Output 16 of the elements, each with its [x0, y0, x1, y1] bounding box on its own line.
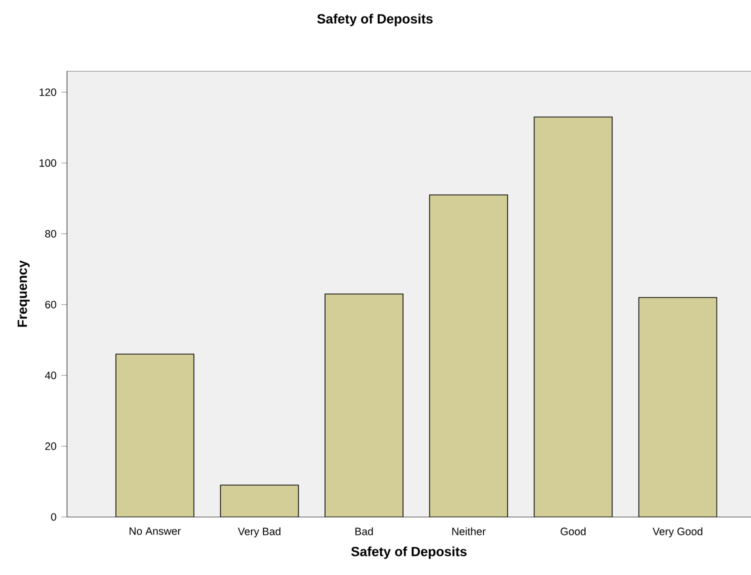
y-tick-label: 100	[40, 159, 56, 167]
x-tick-label: No Answer	[130, 527, 181, 535]
chart-title: Safety of Deposits	[317, 14, 433, 26]
x-axis-title: Safety of Deposits	[351, 546, 467, 559]
y-tick-label: 0	[51, 513, 56, 521]
y-tick-label: 120	[40, 88, 56, 96]
x-tick-label: Good	[560, 527, 586, 536]
y-tick-label: 20	[45, 442, 56, 450]
x-tick-label: Neither	[452, 527, 486, 536]
x-tick-label: Very Good	[652, 527, 702, 538]
y-tick-label: 40	[44, 372, 56, 380]
y-axis-title: Frequency	[18, 260, 30, 327]
y-tick-label: 80	[45, 230, 56, 238]
x-tick-label: Bad	[355, 527, 373, 536]
x-tick-label: Very Bad	[238, 527, 280, 538]
y-tick-label: 60	[45, 300, 56, 308]
